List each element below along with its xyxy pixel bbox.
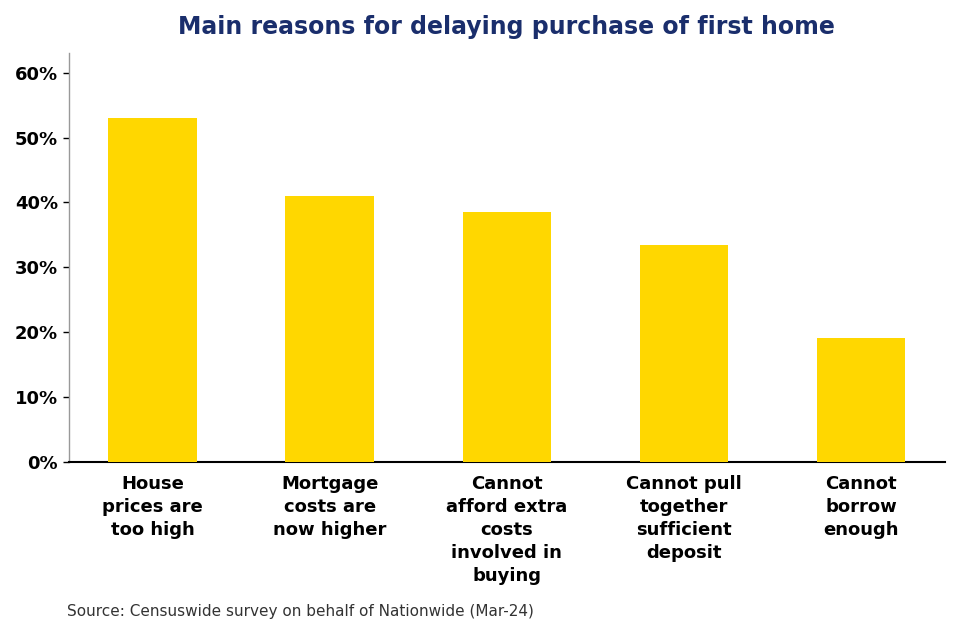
Bar — [285, 196, 374, 461]
Bar — [639, 244, 728, 461]
Bar — [108, 118, 197, 461]
Bar — [463, 212, 551, 461]
Bar — [817, 339, 905, 461]
Text: Source: Censuswide survey on behalf of Nationwide (Mar-24): Source: Censuswide survey on behalf of N… — [67, 604, 534, 619]
Title: Main reasons for delaying purchase of first home: Main reasons for delaying purchase of fi… — [179, 15, 835, 39]
